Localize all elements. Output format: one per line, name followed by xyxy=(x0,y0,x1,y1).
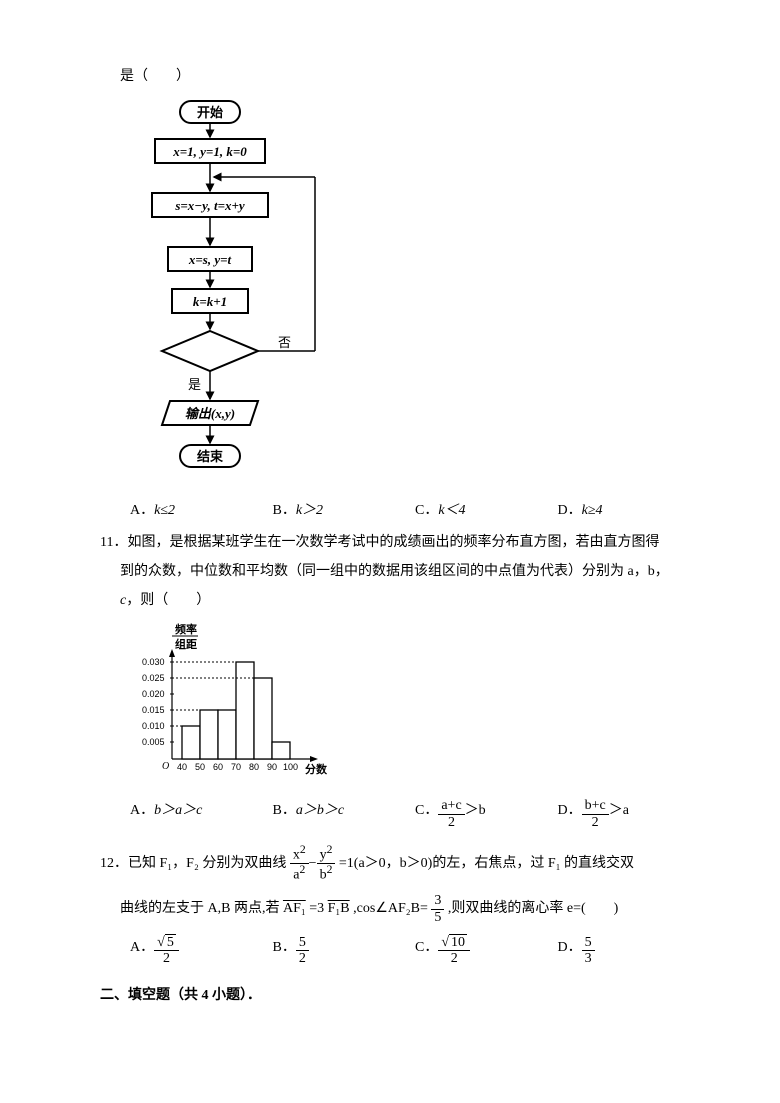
svg-text:90: 90 xyxy=(267,762,277,772)
svg-text:分数: 分数 xyxy=(305,762,328,776)
svg-text:0.030: 0.030 xyxy=(142,657,165,667)
svg-text:是: 是 xyxy=(188,377,201,392)
svg-text:70: 70 xyxy=(231,762,241,772)
svg-text:0.015: 0.015 xyxy=(142,705,165,715)
q12-opt-d: D．53 xyxy=(558,935,701,967)
svg-text:k=k+1: k=k+1 xyxy=(193,294,227,309)
svg-text:组距: 组距 xyxy=(175,637,197,651)
q12-line2: 曲线的左支于 A,B 两点,若 AF₁ =3 F₁B ,cos∠AF₂B= 35… xyxy=(100,893,700,925)
q11-line2: 到的众数，中位数和平均数（同一组中的数据用该组区间的中点值为代表）分别为 a，b… xyxy=(100,559,700,584)
svg-text:0.025: 0.025 xyxy=(142,673,165,683)
q10-opt-a: A．k≤2 xyxy=(130,498,273,523)
flowchart: 开始 x=1, y=1, k=0 s=x−y, t=x+y x=s, y=t k… xyxy=(140,99,700,488)
svg-text:开始: 开始 xyxy=(197,105,223,120)
section-2-title: 二、填空题（共 4 小题）． xyxy=(100,983,700,1008)
histogram: 频率 组距 0.030 0.025 0.020 0.015 0.010 0.00… xyxy=(140,621,700,790)
q10-opt-d: D．k≥4 xyxy=(558,498,701,523)
q11-line3: c，则（ ） xyxy=(100,588,700,613)
q10-opt-b: B．k＞2 xyxy=(273,498,416,523)
svg-text:40: 40 xyxy=(177,762,187,772)
q12-line1: 12．已知 F₁，F₂ 分别为双曲线 x2a2−y2b2 =1(a＞0，b＞0)… xyxy=(100,844,700,883)
q11-opt-b: B．a＞b＞c xyxy=(273,798,416,830)
svg-text:否: 否 xyxy=(278,335,291,350)
svg-text:0.020: 0.020 xyxy=(142,689,165,699)
svg-text:80: 80 xyxy=(249,762,259,772)
q11-opt-c: C．a+c2＞b xyxy=(415,798,558,830)
svg-text:x=1, y=1, k=0: x=1, y=1, k=0 xyxy=(172,144,247,159)
q11-opt-a: A．b＞a＞c xyxy=(130,798,273,830)
svg-text:O: O xyxy=(162,761,169,772)
svg-text:60: 60 xyxy=(213,762,223,772)
svg-text:50: 50 xyxy=(195,762,205,772)
q10-options: A．k≤2 B．k＞2 C．k＜4 D．k≥4 xyxy=(100,498,700,523)
q12-options: A．√52 B．52 C．√102 D．53 xyxy=(100,935,700,967)
q11-opt-d: D．b+c2＞a xyxy=(558,798,701,830)
q10-opt-c: C．k＜4 xyxy=(415,498,558,523)
svg-text:结束: 结束 xyxy=(197,449,224,464)
svg-text:x=s, y=t: x=s, y=t xyxy=(188,252,232,267)
q12-opt-c: C．√102 xyxy=(415,935,558,967)
q12-opt-b: B．52 xyxy=(273,935,416,967)
svg-text:频率: 频率 xyxy=(175,622,197,636)
q10-lead: 是（ ） xyxy=(100,64,700,89)
svg-text:s=x−y, t=x+y: s=x−y, t=x+y xyxy=(174,198,245,213)
svg-text:0.005: 0.005 xyxy=(142,737,165,747)
q12-opt-a: A．√52 xyxy=(130,935,273,967)
flowchart-svg: 开始 x=1, y=1, k=0 s=x−y, t=x+y x=s, y=t k… xyxy=(140,99,340,479)
svg-text:0.010: 0.010 xyxy=(142,721,165,731)
svg-text:输出(x,y): 输出(x,y) xyxy=(185,406,235,421)
q11-line1: 11．如图，是根据某班学生在一次数学考试中的成绩画出的频率分布直方图，若由直方图… xyxy=(100,530,700,555)
svg-text:100: 100 xyxy=(283,762,298,772)
q11-options: A．b＞a＞c B．a＞b＞c C．a+c2＞b D．b+c2＞a xyxy=(100,798,700,830)
